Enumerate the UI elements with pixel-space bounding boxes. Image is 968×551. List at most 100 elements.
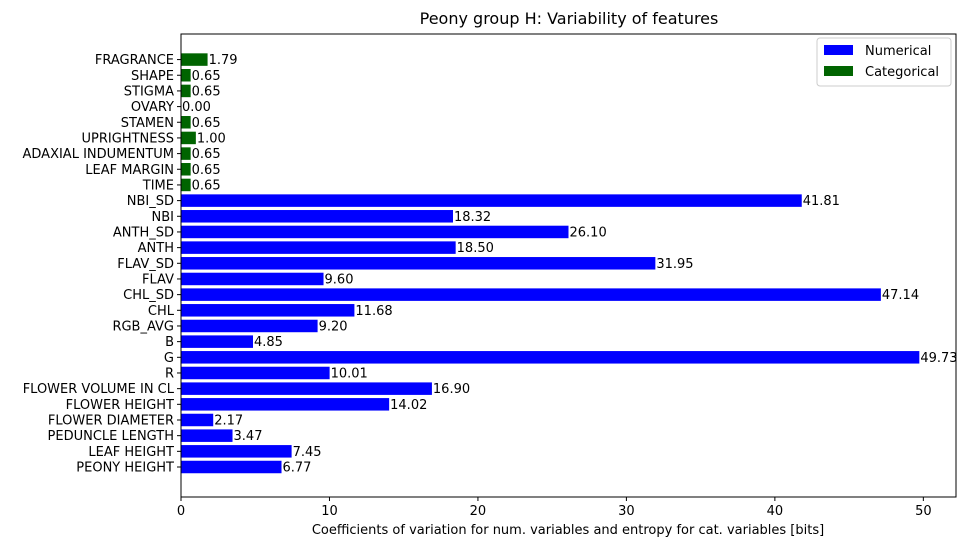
y-tick-label-b: B <box>165 335 174 350</box>
value-label-ovary: 0.00 <box>182 100 211 115</box>
value-label-flower-diameter: 2.17 <box>214 413 243 428</box>
bar-leaf-margin <box>181 163 191 176</box>
value-label-shape: 0.65 <box>192 69 221 84</box>
x-tick-label-20: 20 <box>470 504 487 519</box>
bar-peony-height <box>181 460 282 474</box>
bar-flower-height <box>181 398 390 411</box>
value-label-uprightness: 1.00 <box>197 131 226 146</box>
x-axis: 0 10 20 30 40 50 <box>177 497 932 519</box>
y-tick-label-fragrance: FRAGRANCE <box>95 53 174 68</box>
bar-stamen <box>181 116 191 129</box>
x-axis-label: Coefficients of variation for num. varia… <box>312 523 824 538</box>
bar-flower-diameter <box>181 413 214 427</box>
bar-uprightness <box>181 131 196 145</box>
value-label-time: 0.65 <box>192 178 221 193</box>
y-tick-label-leaf-margin: LEAF MARGIN <box>85 163 174 178</box>
y-tick-label-leaf-height: LEAF HEIGHT <box>88 445 174 460</box>
y-tick-label-shape: SHAPE <box>131 69 174 84</box>
y-tick-label-time: TIME <box>142 178 174 193</box>
x-tick-label-40: 40 <box>767 504 784 519</box>
value-label-leaf-height: 7.45 <box>293 445 322 460</box>
value-label-peony-height: 6.77 <box>283 461 312 476</box>
bar-flav-sd <box>181 257 656 270</box>
value-label-flower-height: 14.02 <box>390 398 427 413</box>
y-tick-label-peony-height: PEONY HEIGHT <box>76 461 174 476</box>
bar-b <box>181 335 254 348</box>
x-tick-label-10: 10 <box>321 504 338 519</box>
y-tick-label-chl-sd: CHL_SD <box>123 288 174 303</box>
y-tick-label-flav: FLAV <box>142 272 174 287</box>
legend-label-numerical: Numerical <box>865 44 931 59</box>
y-tick-label-rgb-avg: RGB_AVG <box>112 319 174 334</box>
y-tick-label-chl: CHL <box>148 304 175 319</box>
bar-time <box>181 178 191 192</box>
value-label-g: 49.73 <box>920 351 957 366</box>
x-tick-label-50: 50 <box>915 504 932 519</box>
y-tick-label-flower-volume-in-cl: FLOWER VOLUME IN CL <box>23 382 175 397</box>
y-tick-label-stamen: STAMEN <box>121 116 174 131</box>
legend-swatch-categorical <box>824 66 853 76</box>
y-tick-label-uprightness: UPRIGHTNESS <box>82 131 174 146</box>
bar-shape <box>181 69 191 82</box>
value-label-stamen: 0.65 <box>192 116 221 131</box>
value-label-flav: 9.60 <box>325 272 354 287</box>
value-label-flower-volume-in-cl: 16.90 <box>433 382 470 397</box>
bar-chl-sd <box>181 288 881 301</box>
y-tick-label-adaxial-indumentum: ADAXIAL INDUMENTUM <box>23 147 175 162</box>
value-labels-group: 6.777.45 3.472.17 14.02 16.90 10.01 49.73 4.85… <box>182 53 958 475</box>
value-label-nbi-sd: 41.81 <box>803 194 840 209</box>
y-tick-label-ovary: OVARY <box>131 100 174 115</box>
plot-frame <box>180 33 957 498</box>
value-label-anth: 18.50 <box>457 241 494 256</box>
y-tick-label-r: R <box>165 366 174 381</box>
bar-adaxial-indumentum <box>181 147 191 160</box>
value-label-adaxial-indumentum: 0.65 <box>192 147 221 162</box>
bar-peduncle-length <box>181 429 233 442</box>
value-label-r: 10.01 <box>331 366 368 381</box>
value-label-rgb-avg: 9.20 <box>319 319 348 334</box>
bar-rgb-avg <box>181 319 318 333</box>
value-label-b: 4.85 <box>254 335 283 350</box>
x-tick-label-30: 30 <box>618 504 635 519</box>
bar-anth-sd <box>181 225 569 239</box>
value-label-chl-sd: 47.14 <box>882 288 919 303</box>
y-tick-label-flower-height: FLOWER HEIGHT <box>66 398 174 413</box>
bar-anth <box>181 241 456 254</box>
bars-group <box>181 53 920 474</box>
bar-stigma <box>181 84 191 98</box>
y-tick-label-stigma: STIGMA <box>124 84 174 99</box>
y-tick-label-anth-sd: ANTH_SD <box>113 225 174 240</box>
value-label-fragrance: 1.79 <box>209 53 238 68</box>
y-tick-label-nbi-sd: NBI_SD <box>127 194 174 209</box>
chart-title: Peony group H: Variability of features <box>420 9 719 28</box>
legend-label-categorical: Categorical <box>865 65 939 80</box>
bar-flower-volume-in-cl <box>181 382 432 395</box>
y-tick-label-flav-sd: FLAV_SD <box>117 257 174 272</box>
legend: Numerical Categorical <box>816 37 952 87</box>
value-label-stigma: 0.65 <box>192 84 221 99</box>
value-label-anth-sd: 26.10 <box>570 225 607 240</box>
bar-r <box>181 366 330 380</box>
bar-chl <box>181 304 355 317</box>
x-tick-label-0: 0 <box>177 504 185 519</box>
value-label-peduncle-length: 3.47 <box>234 429 263 444</box>
y-tick-label-flower-diameter: FLOWER DIAMETER <box>48 413 174 428</box>
bar-g <box>181 351 920 364</box>
value-label-flav-sd: 31.95 <box>656 257 693 272</box>
y-tick-label-nbi: NBI <box>152 210 174 225</box>
y-tick-label-peduncle-length: PEDUNCLE LENGTH <box>48 429 174 444</box>
bar-leaf-height <box>181 445 292 458</box>
bar-fragrance <box>181 53 208 66</box>
bar-flav <box>181 272 324 286</box>
value-label-leaf-margin: 0.65 <box>192 163 221 178</box>
bar-nbi <box>181 210 453 223</box>
y-tick-label-anth: ANTH <box>138 241 174 256</box>
bar-nbi-sd <box>181 194 802 207</box>
y-tick-label-g: G <box>164 351 174 366</box>
value-label-nbi: 18.32 <box>454 210 491 225</box>
legend-swatch-numerical <box>824 45 853 55</box>
value-label-chl: 11.68 <box>355 304 392 319</box>
